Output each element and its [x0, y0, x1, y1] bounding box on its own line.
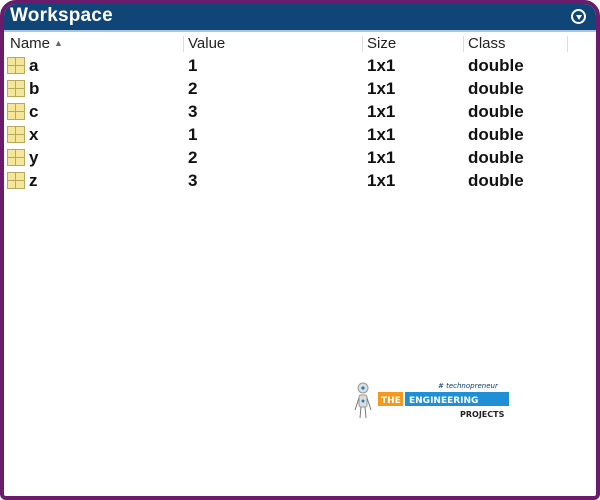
matrix-variable-icon	[7, 126, 25, 143]
variable-row[interactable]: z 3 1x1 double	[4, 170, 596, 193]
variable-class: double	[468, 56, 524, 75]
column-name[interactable]: Name ▲	[10, 35, 63, 52]
matrix-variable-icon	[7, 80, 25, 97]
matrix-variable-icon	[7, 57, 25, 74]
variable-class: double	[468, 79, 524, 98]
column-size[interactable]: Size	[367, 35, 397, 52]
variable-name: x	[29, 125, 39, 144]
svg-text:ENGINEERING: ENGINEERING	[409, 396, 478, 406]
variable-value: 1	[188, 56, 198, 75]
variable-name: z	[29, 171, 38, 190]
variable-size: 1x1	[367, 171, 396, 190]
sort-ascending-icon: ▲	[54, 38, 63, 48]
column-name-label: Name	[10, 35, 51, 52]
variable-class: double	[468, 102, 524, 121]
variable-size: 1x1	[367, 79, 396, 98]
column-divider[interactable]	[362, 36, 363, 52]
matrix-variable-icon	[7, 149, 25, 166]
variable-name: y	[29, 148, 39, 167]
variable-class: double	[468, 148, 524, 167]
matrix-variable-icon	[7, 172, 25, 189]
variable-value: 1	[188, 125, 198, 144]
column-header: Name ▲ Value Size Class	[4, 32, 596, 54]
variable-size: 1x1	[367, 148, 396, 167]
svg-text:THE: THE	[381, 396, 401, 406]
variable-row[interactable]: y 2 1x1 double	[4, 147, 596, 170]
variable-size: 1x1	[367, 102, 396, 121]
variable-row[interactable]: b 2 1x1 double	[4, 78, 596, 101]
column-divider[interactable]	[183, 36, 184, 52]
column-divider[interactable]	[463, 36, 464, 52]
variable-size: 1x1	[367, 56, 396, 75]
column-value[interactable]: Value	[188, 35, 226, 52]
variable-row[interactable]: x 1 1x1 double	[4, 124, 596, 147]
panel-title: Workspace	[10, 5, 113, 26]
variable-size: 1x1	[367, 125, 396, 144]
variable-name: a	[29, 56, 39, 75]
svg-text:# technopreneur: # technopreneur	[438, 382, 499, 390]
circle-down-arrow-icon[interactable]	[571, 9, 586, 24]
variable-value: 3	[188, 102, 198, 121]
column-divider[interactable]	[567, 36, 568, 52]
variable-value: 2	[188, 79, 198, 98]
watermark-logo: # technopreneur THE ENGINEERING PROJECTS	[354, 382, 509, 419]
variable-name: b	[29, 79, 40, 98]
variable-row[interactable]: c 3 1x1 double	[4, 101, 596, 124]
variable-class: double	[468, 125, 524, 144]
variable-row[interactable]: a 1 1x1 double	[4, 55, 596, 78]
variable-name: c	[29, 102, 39, 121]
variable-value: 3	[188, 171, 198, 190]
column-class[interactable]: Class	[468, 35, 506, 52]
robot-icon	[354, 382, 372, 419]
svg-text:PROJECTS: PROJECTS	[460, 410, 505, 419]
variable-value: 2	[188, 148, 198, 167]
title-bar: Workspace	[4, 4, 596, 32]
variable-class: double	[468, 171, 524, 190]
matrix-variable-icon	[7, 103, 25, 120]
